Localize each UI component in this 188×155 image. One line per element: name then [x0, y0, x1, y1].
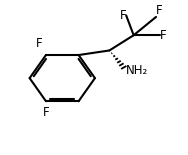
Text: F: F — [120, 9, 126, 22]
Text: F: F — [43, 106, 49, 119]
Text: F: F — [36, 38, 42, 51]
Text: F: F — [160, 29, 166, 42]
Text: NH₂: NH₂ — [126, 64, 149, 77]
Text: F: F — [156, 4, 163, 17]
